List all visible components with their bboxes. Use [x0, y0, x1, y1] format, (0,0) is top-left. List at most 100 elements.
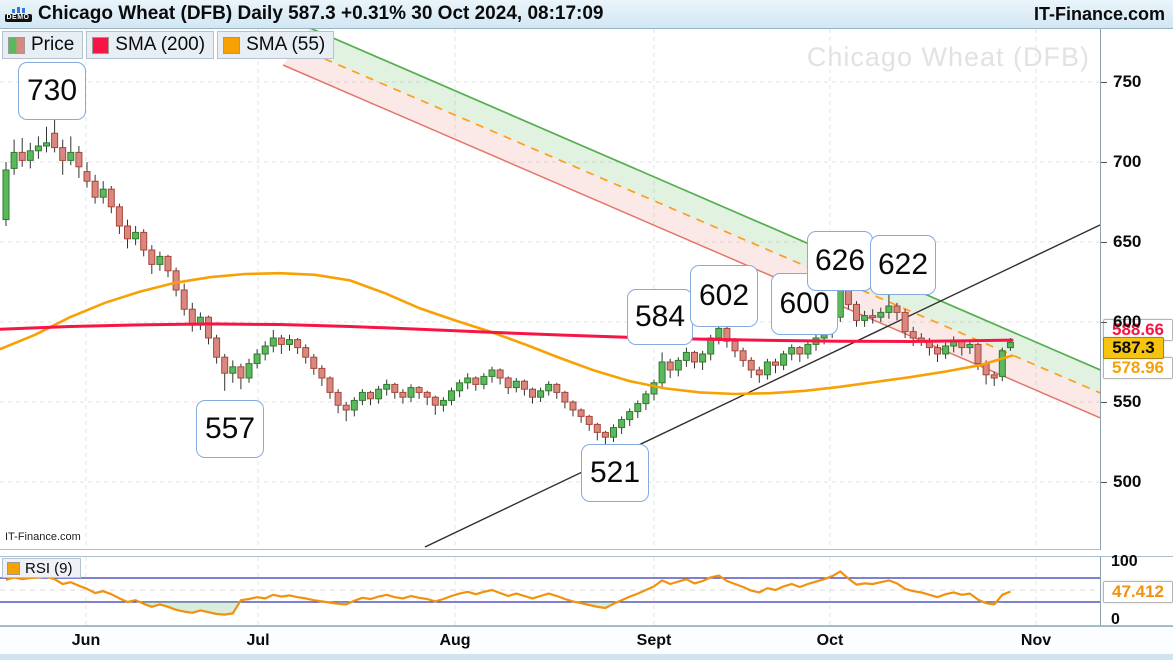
- candle: [747, 357, 755, 378]
- candle: [229, 360, 237, 383]
- candle: [650, 379, 658, 401]
- candle: [853, 301, 860, 327]
- candle: [472, 376, 480, 391]
- price-tick-label-700: 700: [1113, 152, 1142, 171]
- candle: [205, 315, 212, 345]
- candles-logo-icon: [11, 6, 25, 13]
- rsi-axis: 100 0 47.412: [1100, 553, 1173, 628]
- candle: [812, 334, 820, 351]
- candle: [318, 365, 326, 386]
- price-tick-mark: [1101, 242, 1107, 243]
- candle: [213, 334, 221, 364]
- candle: [626, 408, 634, 426]
- legend-chip-rsi[interactable]: RSI (9): [2, 558, 81, 578]
- candle: [245, 358, 253, 383]
- rsi-tick-100: 100: [1111, 553, 1138, 570]
- candle: [132, 226, 140, 246]
- candle: [674, 357, 682, 377]
- last-price-tag: 587.3: [1103, 337, 1164, 359]
- candle: [196, 312, 204, 330]
- price-swatch-icon: [8, 36, 25, 54]
- candle: [553, 382, 561, 399]
- watermark: Chicago Wheat (DFB): [806, 42, 1090, 72]
- candle: [520, 379, 528, 396]
- candle: [699, 350, 707, 370]
- price-annotation-600[interactable]: 600: [771, 273, 838, 335]
- price-panel[interactable]: Chicago Wheat (DFB) Price SMA (200) SMA …: [0, 29, 1100, 550]
- candle: [302, 344, 310, 364]
- candle: [399, 389, 407, 404]
- legend-chip-price[interactable]: Price: [2, 31, 84, 59]
- price-annotation-730[interactable]: 730: [18, 62, 86, 120]
- candle: [869, 309, 877, 324]
- candle: [310, 354, 318, 375]
- sma55-line: [0, 271, 1014, 396]
- price-annotation-626[interactable]: 626: [807, 231, 873, 291]
- candle: [682, 347, 690, 367]
- month-label-sept: Sept: [636, 632, 672, 649]
- candle: [407, 384, 415, 402]
- sma55-swatch-icon: [223, 36, 241, 54]
- price-tick-label-500: 500: [1113, 472, 1142, 491]
- month-label-oct: Oct: [816, 632, 844, 649]
- brand-text: IT-Finance.com: [1033, 3, 1165, 24]
- demo-badge: DEMO: [4, 13, 32, 22]
- candle: [188, 302, 196, 332]
- candle: [618, 416, 626, 434]
- candle: [67, 136, 75, 166]
- rsi-panel[interactable]: RSI (9): [0, 556, 1100, 626]
- candle: [99, 181, 107, 204]
- price-annotation-622[interactable]: 622: [870, 235, 936, 295]
- rsi-chart-svg[interactable]: [0, 557, 1100, 625]
- candle: [496, 368, 504, 385]
- candle: [593, 422, 601, 441]
- last-price-value: 587.3: [1112, 338, 1155, 357]
- candle: [780, 350, 788, 370]
- candle: [334, 389, 342, 414]
- candle: [415, 386, 423, 399]
- candle: [180, 283, 188, 316]
- candle: [342, 402, 350, 422]
- candle: [237, 363, 245, 390]
- rsi-value-tag: 47.412: [1103, 580, 1173, 603]
- candle: [261, 341, 269, 361]
- candle: [431, 395, 439, 415]
- candle: [488, 366, 496, 383]
- candle: [43, 126, 50, 153]
- candle: [585, 414, 593, 431]
- chart-title: Chicago Wheat (DFB) Daily 587.3 +0.31% 3…: [38, 3, 604, 24]
- candle: [577, 408, 585, 423]
- candle: [59, 139, 67, 175]
- candle: [755, 366, 763, 383]
- trend-channel: [282, 29, 1100, 419]
- legend-chip-sma55[interactable]: SMA (55): [217, 31, 335, 59]
- candle: [286, 334, 293, 351]
- price-tick-mark: [1101, 402, 1107, 403]
- channel-lower-line: [282, 64, 1100, 419]
- price-tick-label-550: 550: [1113, 392, 1142, 411]
- candle: [901, 309, 909, 338]
- candle: [512, 378, 520, 393]
- month-label-jul: Jul: [246, 632, 270, 649]
- candle: [772, 358, 779, 374]
- candle: [448, 387, 455, 406]
- candle: [75, 146, 83, 178]
- chart-watermark-small: IT-Finance.com: [5, 531, 81, 543]
- candle: [942, 342, 950, 359]
- candle: [529, 387, 536, 404]
- candle: [18, 138, 26, 167]
- candle: [367, 390, 374, 406]
- price-annotation-602[interactable]: 602: [690, 265, 758, 327]
- rsi-line: [5, 570, 1011, 616]
- price-annotation-521[interactable]: 521: [581, 444, 649, 502]
- price-tick-label-650: 650: [1113, 232, 1142, 251]
- price-tick-mark: [1101, 162, 1107, 163]
- legend-chip-sma200[interactable]: SMA (200): [86, 31, 215, 59]
- price-annotation-584[interactable]: 584: [627, 289, 693, 345]
- price-annotation-557[interactable]: 557: [196, 400, 264, 458]
- ascending-trendline: [424, 224, 1100, 548]
- candle: [658, 352, 666, 390]
- candle: [294, 338, 302, 354]
- candle: [221, 354, 229, 391]
- sma200-line: [0, 322, 1014, 344]
